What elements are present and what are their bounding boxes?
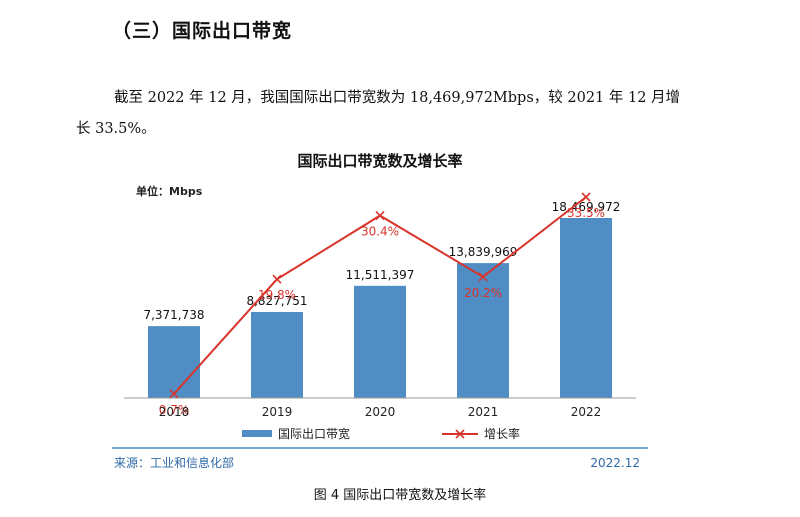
- growth-rate-label: 20.2%: [464, 286, 502, 300]
- growth-rate-marker: [478, 272, 488, 282]
- growth-rate-label: 30.4%: [361, 225, 399, 239]
- section-heading: （三）国际出口带宽: [112, 20, 293, 42]
- growth-rate-marker: [272, 274, 282, 284]
- bar-2018: [148, 326, 200, 398]
- unit-label: 单位：Mbps: [136, 184, 203, 198]
- source-date: 2022.12: [590, 456, 640, 470]
- growth-rate-marker: [169, 389, 179, 399]
- bar-2020: [354, 285, 406, 398]
- legend-bar-label: 国际出口带宽: [278, 426, 350, 441]
- growth-rate-marker: [375, 211, 385, 221]
- x-tick-label: 2022: [571, 405, 602, 419]
- legend-line-label: 增长率: [484, 426, 520, 441]
- x-axis-ticks: 2018 2019 2020 2021 2022: [159, 405, 602, 419]
- bar-value-label: 13,839,969: [449, 245, 518, 259]
- x-tick-label: 2018: [159, 405, 190, 419]
- bandwidth-chart: 国际出口带宽数及增长率 单位：Mbps 7,371,7388,827,75111…: [112, 152, 648, 470]
- bar-2019: [251, 311, 303, 398]
- growth-rate-label: 19.8%: [258, 288, 296, 302]
- x-tick-label: 2019: [262, 405, 293, 419]
- legend-bar-swatch: [242, 430, 272, 437]
- source-text: 来源：工业和信息化部: [114, 455, 234, 470]
- bar-value-label: 7,371,738: [143, 308, 204, 322]
- growth-rate-label: 0.7%: [159, 403, 190, 417]
- legend-line-marker: [455, 429, 465, 439]
- growth-rate-label: 33.5%: [567, 206, 605, 220]
- paragraph-line-1: 截至 2022 年 12 月，我国国际出口带宽数为 18,469,972Mbps…: [114, 90, 681, 106]
- paragraph-line-2: 长 33.5%。: [76, 121, 156, 137]
- figure-caption: 图 4 国际出口带宽数及增长率: [313, 488, 487, 503]
- x-tick-label: 2021: [468, 405, 499, 419]
- legend: 国际出口带宽 增长率: [242, 426, 520, 441]
- x-tick-label: 2020: [365, 405, 396, 419]
- chart-title: 国际出口带宽数及增长率: [297, 152, 462, 170]
- growth-rate-series: 0.7% 19.8% 30.4% 20.2% 33.5%: [159, 192, 605, 417]
- bar-2021: [457, 263, 509, 398]
- bar-value-label: 11,511,397: [346, 268, 415, 282]
- growth-rate-marker: [581, 192, 591, 202]
- bar-2022: [560, 218, 612, 398]
